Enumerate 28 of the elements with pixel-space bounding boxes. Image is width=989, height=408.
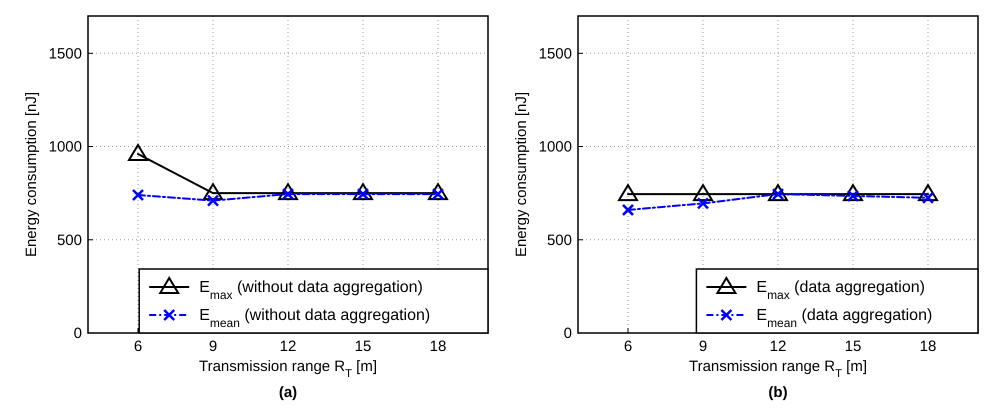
x-axis-title: Transmission range R$_{T}$ [m]	[688, 358, 868, 380]
y-axis-title: Energy consumption [nJ]	[23, 92, 40, 258]
y-tick-label: 500	[546, 232, 572, 249]
y-axis-title: Energy consumption [nJ]	[513, 92, 530, 258]
x-tick-label: 6	[134, 338, 142, 355]
x-tick-label: 15	[354, 338, 372, 355]
legend-label: E$_{max}$ (data aggregation)	[756, 279, 925, 302]
y-tick-label: 0	[74, 325, 82, 342]
legend-label: E$_{mean}$ (without data aggregation)	[199, 307, 430, 330]
y-tick-label: 0	[564, 325, 572, 342]
x-axis-title: Transmission range R$_{T}$ [m]	[198, 358, 378, 380]
x-tick-label: 6	[624, 338, 632, 355]
y-tick-label: 1000	[48, 138, 82, 156]
x-tick-label: 15	[844, 338, 862, 355]
y-tick-label: 1500	[538, 45, 572, 62]
text: (a)	[278, 384, 298, 401]
y-tick-label: 500	[56, 232, 82, 249]
x-tick-label: 18	[430, 338, 446, 355]
x-tick-label: 9	[208, 338, 218, 355]
x-tick-label: 9	[698, 338, 708, 355]
text: (b)	[768, 384, 788, 401]
x-tick-label: 18	[920, 338, 936, 355]
legend-label: E$_{mean}$ (data aggregation)	[756, 307, 932, 330]
y-tick-label: 1500	[48, 45, 82, 62]
legend-label: E$_{max}$ (without data aggregation)	[199, 279, 423, 302]
x-tick-label: 12	[280, 338, 296, 355]
y-tick-label: 1000	[538, 138, 572, 156]
x-tick-label: 12	[770, 338, 786, 355]
